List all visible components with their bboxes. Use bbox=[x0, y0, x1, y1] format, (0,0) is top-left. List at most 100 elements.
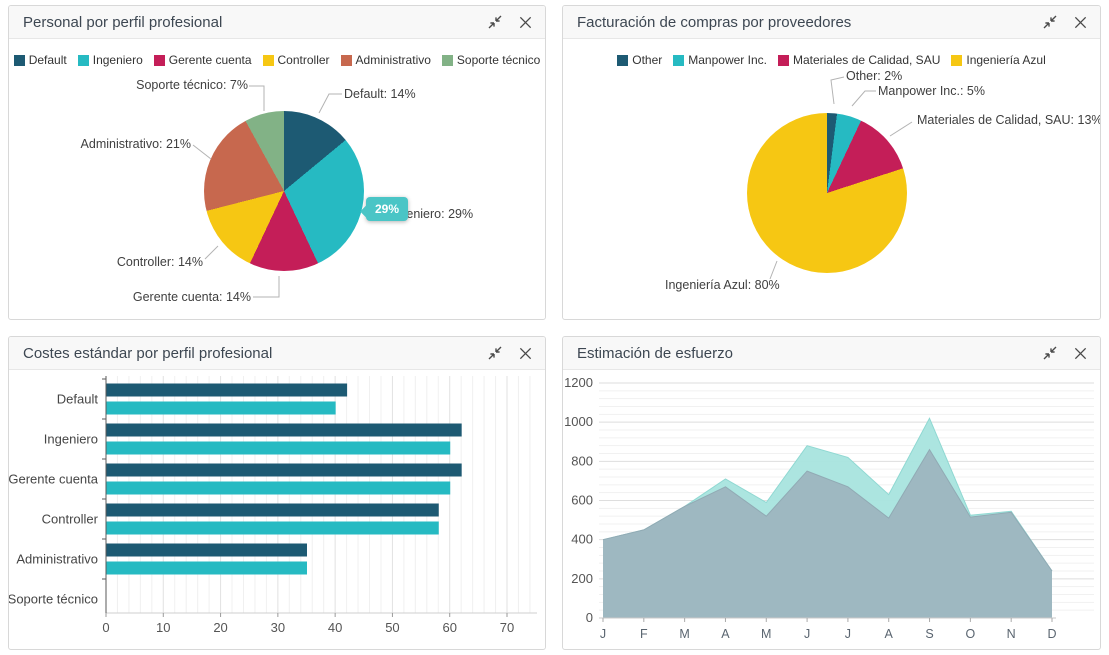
pie-slice-label: Manpower Inc.: 5% bbox=[878, 84, 985, 98]
bar-category-label: Default bbox=[57, 392, 99, 407]
legend-label: Materiales de Calidad, SAU bbox=[792, 53, 941, 67]
month-tick-label: D bbox=[1047, 627, 1056, 641]
x-axis-tick-label: 30 bbox=[271, 620, 285, 635]
legend-item-manpower-inc-[interactable]: Manpower Inc. bbox=[673, 53, 767, 67]
legend-swatch bbox=[951, 54, 963, 66]
pie[interactable] bbox=[204, 111, 364, 271]
collapse-button[interactable] bbox=[1042, 14, 1058, 30]
bar-controller-s2[interactable] bbox=[106, 521, 439, 535]
bar-chart-costes: Default Ingeniero Gerente cuenta Controller… bbox=[9, 370, 545, 648]
close-button[interactable] bbox=[1072, 345, 1088, 361]
legend-swatch bbox=[777, 54, 789, 66]
collapse-button[interactable] bbox=[487, 345, 503, 361]
month-tick-label: O bbox=[965, 627, 975, 641]
pie-slice-label: Soporte técnico: 7% bbox=[136, 78, 248, 92]
x-axis-tick-label: 20 bbox=[213, 620, 227, 635]
legend-item-soporte-t-cnico[interactable]: Soporte técnico bbox=[441, 53, 540, 67]
pie-slice-label: Other: 2% bbox=[846, 69, 903, 83]
bar-category-label: Administrativo bbox=[16, 552, 98, 567]
legend-label: Ingeniero bbox=[92, 53, 143, 67]
panel-costes-estandar: Costes estándar por perfil profesional D… bbox=[8, 336, 546, 650]
legend-swatch bbox=[441, 54, 453, 66]
pie-slice-label: Materiales de Calidad, SAU: 13% bbox=[917, 113, 1101, 127]
bar-gerente-cuenta-s1[interactable] bbox=[106, 463, 462, 477]
legend-item-administrativo[interactable]: Administrativo bbox=[340, 53, 431, 67]
area-series-2[interactable] bbox=[603, 449, 1052, 618]
panel-header: Costes estándar por perfil profesional bbox=[9, 337, 545, 370]
y-axis-tick-label: 0 bbox=[586, 610, 593, 625]
bar-category-label: Gerente cuenta bbox=[9, 472, 99, 487]
legend-label: Administrativo bbox=[355, 53, 431, 67]
pie-slice-label: Default: 14% bbox=[344, 87, 416, 101]
legend-item-materiales-de-calidad-sau[interactable]: Materiales de Calidad, SAU bbox=[777, 53, 941, 67]
pie[interactable] bbox=[747, 113, 907, 273]
legend-label: Gerente cuenta bbox=[168, 53, 252, 67]
legend-item-controller[interactable]: Controller bbox=[262, 53, 330, 67]
bar-default-s1[interactable] bbox=[106, 383, 348, 397]
panel-facturacion-proveedores: Facturación de compras por proveedores O… bbox=[562, 5, 1101, 320]
panel-controls bbox=[487, 345, 533, 361]
legend-item-gerente-cuenta[interactable]: Gerente cuenta bbox=[153, 53, 252, 67]
y-axis-tick-label: 1200 bbox=[564, 375, 593, 390]
month-tick-label: J bbox=[845, 627, 851, 641]
legend-item-default[interactable]: Default bbox=[13, 53, 67, 67]
bar-category-label: Controller bbox=[42, 512, 99, 527]
y-axis-tick-label: 200 bbox=[571, 571, 593, 586]
bar-ingeniero-s2[interactable] bbox=[106, 441, 451, 455]
chart-legend: Other Manpower Inc. Materiales de Calidad,… bbox=[563, 53, 1100, 67]
close-button[interactable] bbox=[517, 14, 533, 30]
legend-item-ingenier-a-azul[interactable]: Ingeniería Azul bbox=[951, 53, 1046, 67]
month-tick-label: N bbox=[1007, 627, 1016, 641]
month-tick-label: M bbox=[679, 627, 689, 641]
panel-personal-por-perfil: Personal por perfil profesional Default I… bbox=[8, 5, 546, 320]
x-axis-tick-label: 40 bbox=[328, 620, 342, 635]
panel-title: Facturación de compras por proveedores bbox=[577, 13, 852, 31]
panel-controls bbox=[1042, 345, 1088, 361]
bar-category-label: Ingeniero bbox=[44, 432, 98, 447]
month-tick-label: F bbox=[640, 627, 648, 641]
month-tick-label: S bbox=[925, 627, 933, 641]
bar-default-s2[interactable] bbox=[106, 401, 336, 415]
x-axis-tick-label: 70 bbox=[500, 620, 514, 635]
month-tick-label: J bbox=[600, 627, 606, 641]
month-tick-label: J bbox=[804, 627, 810, 641]
x-axis-tick-label: 10 bbox=[156, 620, 170, 635]
panel-header: Facturación de compras por proveedores bbox=[563, 6, 1100, 39]
legend-swatch bbox=[13, 54, 25, 66]
collapse-button[interactable] bbox=[1042, 345, 1058, 361]
x-axis-tick-label: 50 bbox=[385, 620, 399, 635]
area-chart-canvas[interactable]: 0 200 400 600 800 1000 1200 J F M A M J J A S O N D bbox=[563, 370, 1100, 650]
legend-item-ingeniero[interactable]: Ingeniero bbox=[77, 53, 143, 67]
x-axis-tick-label: 60 bbox=[442, 620, 456, 635]
area-chart-esfuerzo: 0 200 400 600 800 1000 1200 J F M A M J J A S O N D bbox=[563, 370, 1100, 648]
bar-category-label: Soporte técnico bbox=[9, 592, 98, 607]
panel-title: Estimación de esfuerzo bbox=[577, 344, 733, 362]
legend-swatch bbox=[153, 54, 165, 66]
y-axis-tick-label: 600 bbox=[571, 493, 593, 508]
legend-label: Manpower Inc. bbox=[688, 53, 767, 67]
legend-swatch bbox=[340, 54, 352, 66]
pie-slice-label: Ingeniero: 29% bbox=[389, 207, 474, 221]
bar-chart-canvas[interactable]: Default Ingeniero Gerente cuenta Controller… bbox=[9, 370, 545, 650]
bar-administrativo-s2[interactable] bbox=[106, 561, 308, 575]
y-axis-tick-label: 1000 bbox=[564, 414, 593, 429]
bar-controller-s1[interactable] bbox=[106, 503, 439, 517]
bar-ingeniero-s1[interactable] bbox=[106, 423, 462, 437]
close-button[interactable] bbox=[517, 345, 533, 361]
collapse-icon bbox=[488, 15, 502, 29]
y-axis-tick-label: 400 bbox=[571, 532, 593, 547]
legend-item-other[interactable]: Other bbox=[617, 53, 662, 67]
legend-swatch bbox=[262, 54, 274, 66]
close-icon bbox=[1074, 347, 1086, 359]
close-button[interactable] bbox=[1072, 14, 1088, 30]
x-axis-tick-label: 0 bbox=[102, 620, 109, 635]
collapse-button[interactable] bbox=[487, 14, 503, 30]
legend-label: Default bbox=[28, 53, 67, 67]
collapse-icon bbox=[488, 346, 502, 360]
bar-administrativo-s1[interactable] bbox=[106, 543, 308, 557]
pie-slice-label: Controller: 14% bbox=[116, 255, 203, 269]
bar-gerente-cuenta-s2[interactable] bbox=[106, 481, 451, 495]
legend-label: Other bbox=[632, 53, 663, 67]
month-tick-label: A bbox=[721, 627, 730, 641]
